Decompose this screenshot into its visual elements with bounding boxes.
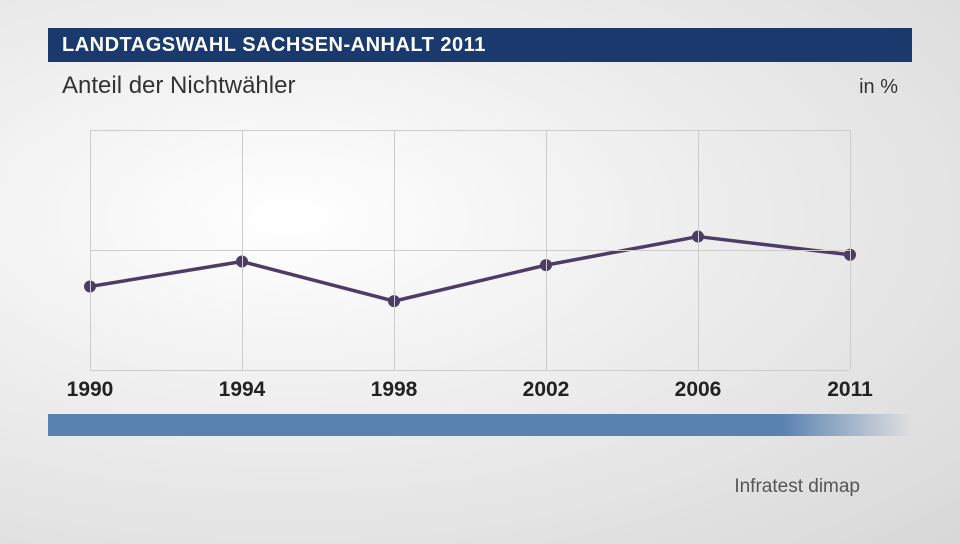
vgridline xyxy=(394,130,395,370)
x-axis-label: 2011 xyxy=(827,378,873,402)
gridline xyxy=(90,370,850,371)
vgridline xyxy=(698,130,699,370)
x-axis-label: 1998 xyxy=(371,378,418,402)
x-axis-label: 2002 xyxy=(523,378,570,402)
x-axis-label: 1994 xyxy=(219,378,266,402)
unit-label: in % xyxy=(859,76,898,99)
source-label: Infratest dimap xyxy=(734,476,860,498)
chart-area xyxy=(90,130,850,370)
data-line xyxy=(90,237,850,302)
chart-subtitle: Anteil der Nichtwähler xyxy=(62,72,295,100)
gridline xyxy=(90,130,850,131)
vgridline xyxy=(242,130,243,370)
gridline xyxy=(90,250,850,251)
x-axis-label: 1990 xyxy=(67,378,114,402)
x-axis-labels: 199019941998200220062011 xyxy=(90,378,850,408)
vgridline xyxy=(546,130,547,370)
bottom-bar xyxy=(48,414,912,436)
vgridline xyxy=(850,130,851,370)
header-bar: LANDTAGSWAHL SACHSEN-ANHALT 2011 xyxy=(48,28,912,62)
x-axis-label: 2006 xyxy=(675,378,722,402)
subtitle-row: Anteil der Nichtwähler in % xyxy=(48,68,912,100)
vgridline xyxy=(90,130,91,370)
header-title: LANDTAGSWAHL SACHSEN-ANHALT 2011 xyxy=(62,34,486,57)
